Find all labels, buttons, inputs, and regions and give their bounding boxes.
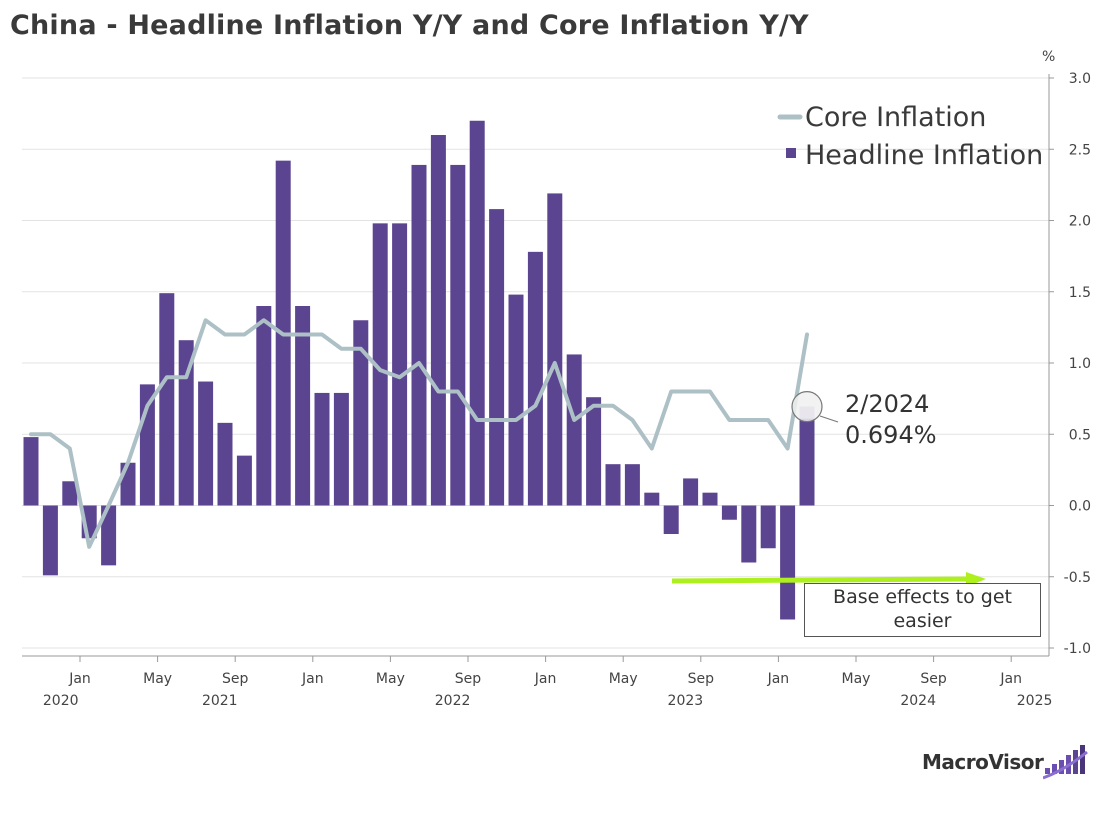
- headline-bar: [101, 505, 117, 566]
- headline-bar: [663, 505, 679, 534]
- headline-bar: [178, 340, 194, 506]
- headline-bar: [411, 164, 427, 506]
- legend-headline-label: Headline Inflation: [805, 140, 1043, 171]
- y-tick-label: 0.0: [1069, 499, 1091, 515]
- headline-bar: [120, 462, 136, 506]
- x-tick-label: May: [376, 671, 405, 687]
- brand-bars-icon: [1043, 745, 1089, 780]
- x-tick-label: Sep: [455, 671, 482, 687]
- x-year-label: 2022: [435, 693, 471, 709]
- x-tick-label: May: [842, 671, 871, 687]
- headline-bar: [295, 306, 311, 506]
- headline-bar: [42, 505, 58, 576]
- headline-bar: [683, 478, 699, 506]
- x-year-label: 2021: [202, 693, 238, 709]
- headline-bar: [489, 209, 505, 506]
- callout-value: 0.694%: [845, 421, 937, 449]
- y-tick-label: 2.0: [1069, 214, 1091, 230]
- headline-bar: [547, 193, 563, 506]
- x-tick-label: Sep: [920, 671, 947, 687]
- legend-headline-swatch: [786, 148, 796, 158]
- headline-bar: [624, 464, 640, 506]
- y-tick-label: -1.0: [1064, 641, 1091, 657]
- headline-bar: [236, 455, 252, 506]
- y-tick-label: 1.0: [1069, 356, 1091, 372]
- headline-bar: [62, 481, 78, 506]
- callout-leader: [819, 415, 839, 423]
- x-tick-label: Jan: [301, 671, 324, 687]
- headline-bar: [392, 223, 408, 506]
- x-tick-label: Sep: [222, 671, 249, 687]
- callout: 2/2024 0.694%: [819, 390, 937, 449]
- x-tick-label: May: [609, 671, 638, 687]
- headline-bar: [605, 464, 621, 506]
- x-axis: Jan May Sep Jan May Sep Jan May Sep Jan May Sep Jan 2…: [22, 655, 1053, 709]
- x-tick-label: Jan: [68, 671, 91, 687]
- headline-bar: [256, 306, 272, 506]
- headline-bar: [198, 381, 214, 506]
- headline-bar: [702, 492, 718, 506]
- headline-bar: [450, 164, 466, 506]
- x-year-label: 2020: [43, 693, 79, 709]
- y-tick-label: -0.5: [1064, 570, 1091, 586]
- headline-bar: [586, 397, 602, 506]
- y-axis-unit: %: [1042, 49, 1055, 65]
- chart-title: China - Headline Inflation Y/Y and Core …: [10, 10, 809, 41]
- headline-bar: [430, 135, 446, 506]
- headline-bar: [644, 492, 660, 506]
- x-year-label: 2023: [668, 693, 704, 709]
- legend-core-label: Core Inflation: [805, 102, 986, 133]
- y-tick-label: 3.0: [1069, 71, 1091, 87]
- headline-bar: [159, 293, 175, 506]
- y-tick-label: 2.5: [1069, 142, 1091, 158]
- headline-bar: [353, 320, 369, 506]
- headline-bar: [372, 223, 388, 506]
- headline-bar: [721, 505, 737, 520]
- headline-bar: [469, 120, 485, 506]
- arrow-shaft: [671, 576, 971, 584]
- headline-bar: [508, 294, 524, 506]
- legend: Core Inflation Headline Inflation: [777, 102, 1043, 171]
- brand-text: MacroVisor: [922, 750, 1044, 774]
- x-tick-label: Sep: [688, 671, 715, 687]
- headline-bar: [217, 422, 233, 506]
- headline-bar: [741, 505, 757, 563]
- y-tick-label: 0.5: [1069, 427, 1091, 443]
- x-tick-label: May: [143, 671, 172, 687]
- headline-bars: [23, 120, 815, 620]
- annotation-text: Base effects to get easier: [833, 586, 1012, 632]
- annotation-box: Base effects to get easier: [804, 583, 1041, 637]
- headline-bar: [760, 505, 776, 549]
- x-tick-label: Jan: [534, 671, 557, 687]
- x-tick-label: Jan: [999, 671, 1022, 687]
- headline-bar: [333, 392, 349, 506]
- y-axis: -1.0 -0.5 0.0 0.5 1.0 1.5 2.0 2.5 3.0: [1048, 71, 1091, 657]
- headline-bar: [23, 437, 39, 506]
- headline-bar: [314, 392, 330, 506]
- callout-marker: [791, 391, 823, 423]
- x-tick-label: Jan: [767, 671, 790, 687]
- x-year-label: 2024: [900, 693, 936, 709]
- headline-bar: [799, 406, 815, 506]
- y-tick-label: 1.5: [1069, 285, 1091, 301]
- brand-logo: MacroVisor: [922, 742, 1089, 782]
- callout-date: 2/2024: [845, 390, 929, 418]
- core-line-group: [29, 318, 823, 549]
- x-year-label: 2025: [1017, 693, 1053, 709]
- headline-bar: [527, 251, 543, 506]
- core-inflation-line: [29, 318, 809, 549]
- headline-bar: [780, 505, 796, 620]
- headline-bar: [566, 354, 582, 506]
